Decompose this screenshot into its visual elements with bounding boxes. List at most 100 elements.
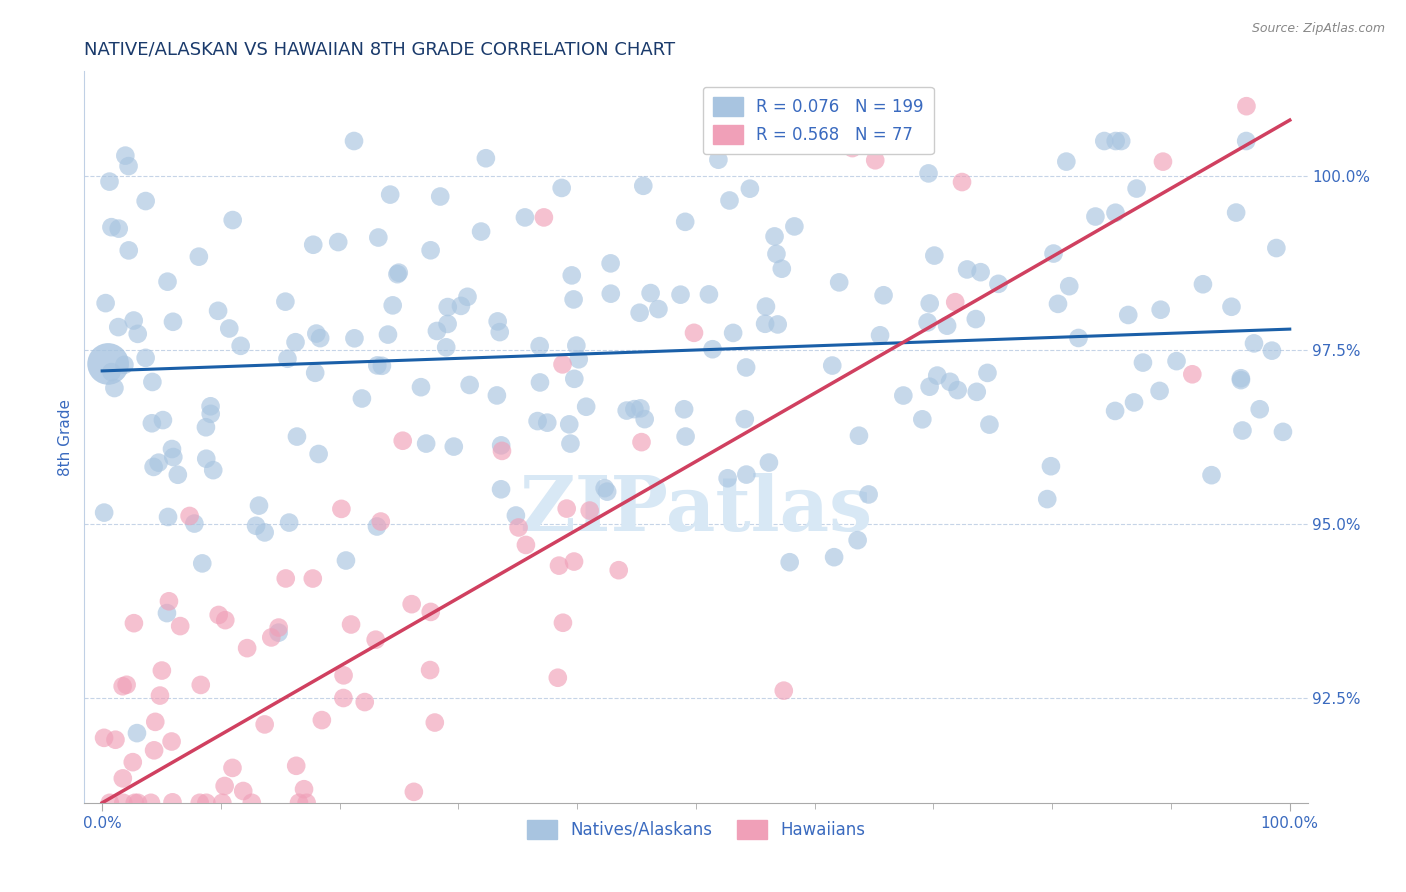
Point — [675, 429, 697, 443]
Point — [533, 211, 555, 225]
Point — [1230, 371, 1253, 385]
Point — [429, 189, 451, 203]
Point — [718, 194, 741, 208]
Point — [765, 247, 787, 261]
Point — [891, 388, 914, 402]
Point — [391, 434, 413, 448]
Point — [409, 380, 432, 394]
Point — [162, 450, 184, 464]
Point — [100, 365, 122, 379]
Point — [669, 287, 692, 301]
Point — [1104, 205, 1126, 219]
Point — [965, 312, 987, 326]
Point — [367, 230, 389, 244]
Point — [575, 400, 598, 414]
Point — [1105, 134, 1128, 148]
Point — [717, 471, 740, 485]
Point — [821, 359, 844, 373]
Point — [1234, 134, 1257, 148]
Point — [419, 244, 441, 258]
Point — [214, 779, 236, 793]
Point — [485, 388, 508, 402]
Point — [169, 619, 191, 633]
Point — [956, 262, 979, 277]
Point — [335, 553, 357, 567]
Point — [735, 467, 758, 482]
Point — [634, 412, 657, 426]
Point — [1201, 468, 1223, 483]
Point — [763, 229, 786, 244]
Point — [94, 296, 117, 310]
Point — [187, 250, 209, 264]
Point — [1036, 492, 1059, 507]
Point — [149, 689, 172, 703]
Point — [924, 249, 946, 263]
Point — [302, 237, 325, 252]
Point — [917, 315, 939, 329]
Point — [1232, 424, 1254, 438]
Point — [738, 182, 761, 196]
Point — [772, 683, 794, 698]
Point — [811, 134, 834, 148]
Point — [673, 215, 696, 229]
Text: Source: ZipAtlas.com: Source: ZipAtlas.com — [1251, 22, 1385, 36]
Point — [561, 268, 583, 283]
Point — [578, 503, 600, 517]
Point — [976, 366, 998, 380]
Point — [562, 372, 585, 386]
Point — [97, 357, 120, 371]
Point — [607, 563, 630, 577]
Point — [142, 459, 165, 474]
Point — [841, 141, 863, 155]
Point — [419, 605, 441, 619]
Point — [388, 266, 411, 280]
Point — [191, 557, 214, 571]
Point — [475, 151, 498, 165]
Point — [551, 358, 574, 372]
Point — [218, 321, 240, 335]
Point — [529, 376, 551, 390]
Point — [1236, 99, 1258, 113]
Point — [979, 417, 1001, 432]
Point — [869, 328, 891, 343]
Point — [284, 335, 307, 350]
Point — [292, 782, 315, 797]
Point — [381, 298, 404, 312]
Point — [628, 401, 651, 416]
Point — [529, 339, 551, 353]
Point — [426, 324, 449, 338]
Point — [927, 368, 949, 383]
Point — [1132, 355, 1154, 369]
Point — [707, 153, 730, 167]
Point — [823, 550, 845, 565]
Point — [969, 265, 991, 279]
Text: NATIVE/ALASKAN VS HAWAIIAN 8TH GRADE CORRELATION CHART: NATIVE/ALASKAN VS HAWAIIAN 8TH GRADE COR… — [84, 41, 675, 59]
Point — [1192, 277, 1215, 292]
Point — [766, 318, 789, 332]
Point — [758, 456, 780, 470]
Point — [135, 194, 157, 208]
Point — [939, 375, 962, 389]
Point — [1067, 331, 1090, 345]
Point — [683, 326, 706, 340]
Point — [366, 359, 388, 373]
Point — [846, 533, 869, 548]
Point — [548, 558, 571, 573]
Point — [135, 351, 157, 365]
Point — [100, 220, 122, 235]
Point — [366, 519, 388, 533]
Point — [121, 755, 143, 769]
Point — [274, 294, 297, 309]
Point — [987, 277, 1010, 291]
Point — [188, 796, 211, 810]
Point — [886, 134, 908, 148]
Point — [118, 244, 141, 258]
Point — [770, 261, 793, 276]
Point — [1265, 241, 1288, 255]
Point — [111, 772, 134, 786]
Point — [1181, 368, 1204, 382]
Point — [371, 359, 394, 373]
Point — [267, 625, 290, 640]
Point — [343, 331, 366, 345]
Point — [107, 221, 129, 235]
